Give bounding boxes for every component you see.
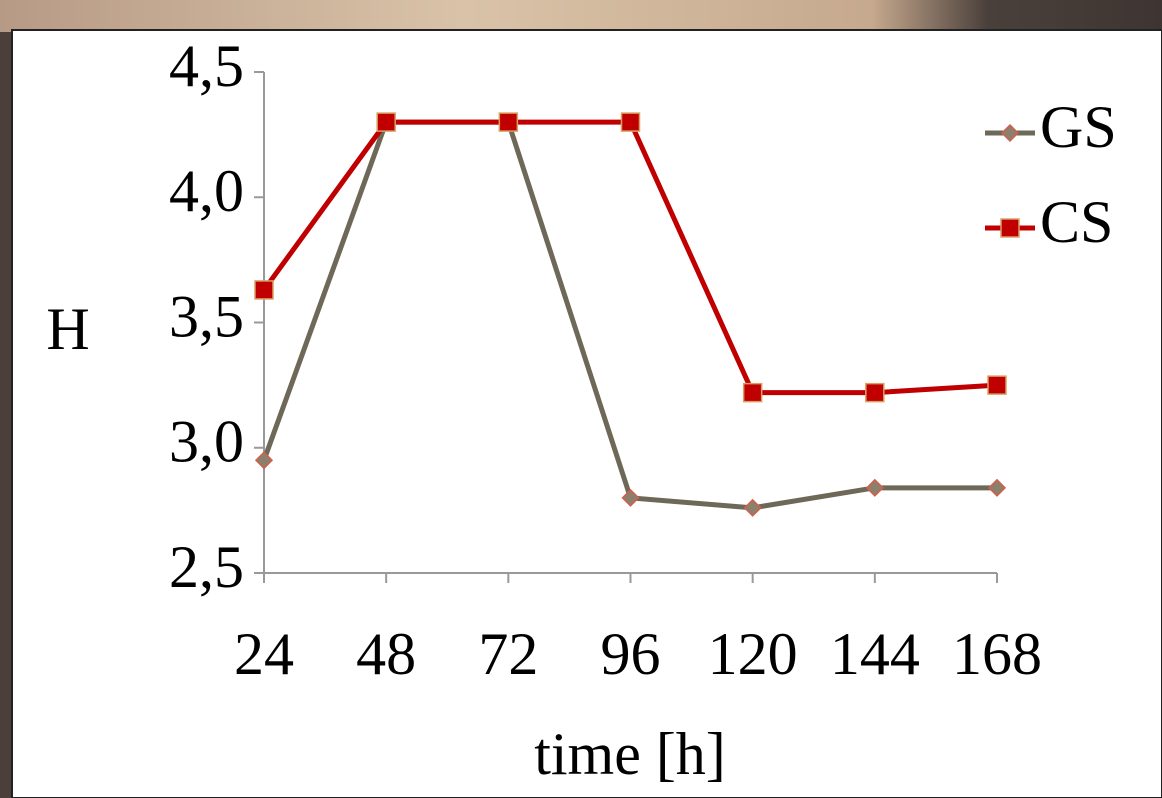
data-point xyxy=(499,113,517,131)
legend-label: CS xyxy=(1040,189,1113,255)
x-tick-label: 120 xyxy=(708,621,798,687)
page: {"chart_data": {"type": "line", "y_label… xyxy=(0,0,1162,798)
y-tick-label: 2,5 xyxy=(169,534,244,600)
x-tick-label: 144 xyxy=(830,621,920,687)
y-tick-label: 3,0 xyxy=(169,409,244,475)
y-axis-title: H xyxy=(46,296,89,362)
data-point xyxy=(866,384,884,402)
photo-strip xyxy=(0,0,1162,32)
x-tick-label: 72 xyxy=(478,621,538,687)
chart: H time [h] 2,5 3,0 3,5 4,0 4,5 24 48 72 96 120 144… xyxy=(0,0,1162,798)
x-tick-label: 168 xyxy=(952,621,1042,687)
legend-label: GS xyxy=(1040,94,1117,160)
y-tick-label: 3,5 xyxy=(169,283,244,349)
legend-marker xyxy=(1001,219,1019,237)
y-tick-label: 4,5 xyxy=(169,33,244,99)
x-tick-label: 48 xyxy=(356,621,416,687)
data-point xyxy=(377,113,395,131)
data-point xyxy=(255,281,273,299)
y-tick-label: 4,0 xyxy=(169,158,244,224)
x-tick-label: 96 xyxy=(601,621,661,687)
data-point xyxy=(988,376,1006,394)
x-tick-label: 24 xyxy=(234,621,294,687)
data-point xyxy=(622,113,640,131)
data-point xyxy=(744,384,762,402)
x-axis-title: time [h] xyxy=(534,721,726,787)
